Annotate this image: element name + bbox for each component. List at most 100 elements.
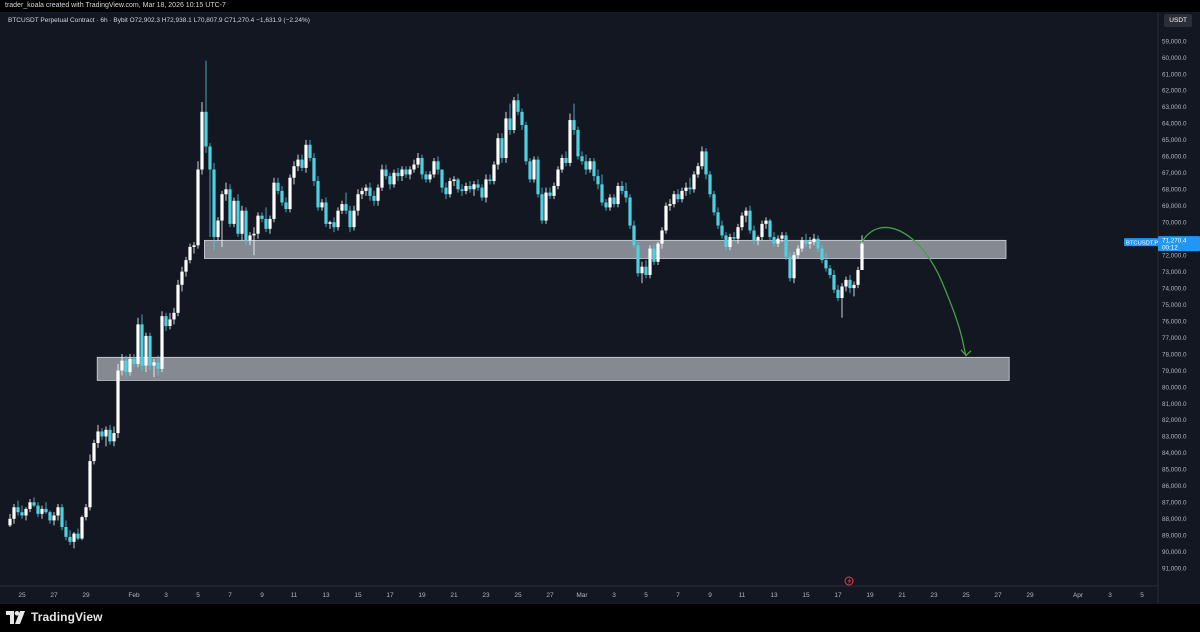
candle[interactable] bbox=[536, 156, 540, 198]
candle[interactable] bbox=[608, 194, 612, 211]
candle[interactable] bbox=[280, 185, 284, 206]
candle[interactable] bbox=[632, 220, 636, 249]
candle[interactable] bbox=[640, 261, 644, 284]
candle[interactable] bbox=[292, 161, 296, 185]
candle[interactable] bbox=[524, 121, 528, 165]
candle[interactable] bbox=[192, 241, 196, 254]
candle[interactable] bbox=[300, 154, 304, 172]
candle[interactable] bbox=[616, 182, 620, 208]
candle[interactable] bbox=[460, 184, 464, 196]
candle[interactable] bbox=[568, 113, 572, 167]
candle[interactable] bbox=[824, 253, 828, 272]
candle[interactable] bbox=[100, 428, 104, 440]
candle[interactable] bbox=[556, 166, 560, 190]
candle[interactable] bbox=[216, 217, 220, 241]
candle[interactable] bbox=[464, 182, 468, 195]
candle[interactable] bbox=[588, 157, 592, 173]
candle[interactable] bbox=[256, 212, 260, 239]
candle[interactable] bbox=[708, 171, 712, 198]
candle[interactable] bbox=[236, 194, 240, 238]
time-axis[interactable]: 25 27 29 Feb 3 5 7 9 11 13 15 17 19 21 23 25 27 Mar 3 5 7 9 11… bbox=[0, 585, 1158, 599]
candle[interactable] bbox=[20, 505, 24, 519]
candle[interactable] bbox=[544, 187, 548, 224]
candle[interactable] bbox=[384, 164, 388, 180]
candle[interactable] bbox=[836, 284, 840, 302]
candle[interactable] bbox=[284, 197, 288, 213]
candle[interactable] bbox=[88, 454, 92, 511]
candle[interactable] bbox=[520, 108, 524, 130]
candle[interactable] bbox=[248, 232, 252, 246]
candle[interactable] bbox=[44, 502, 48, 514]
candle[interactable] bbox=[168, 312, 172, 330]
candle[interactable] bbox=[848, 274, 852, 294]
price-axis[interactable]: 59,000.0 60,000.0 61,000.0 62,000.0 63,000.0… bbox=[1157, 12, 1200, 604]
candle[interactable] bbox=[56, 503, 60, 521]
support-zone[interactable] bbox=[96, 356, 1010, 381]
candle[interactable] bbox=[212, 162, 216, 251]
candle[interactable] bbox=[52, 512, 56, 526]
candle[interactable] bbox=[548, 187, 552, 200]
candle[interactable] bbox=[472, 181, 476, 196]
chart-panel[interactable]: 59,000.0 60,000.0 61,000.0 62,000.0 63,000.0… bbox=[0, 12, 1200, 604]
candle[interactable] bbox=[812, 233, 816, 246]
candle[interactable] bbox=[844, 276, 848, 292]
candle[interactable] bbox=[644, 260, 648, 279]
candle[interactable] bbox=[648, 245, 652, 279]
candle[interactable] bbox=[144, 332, 148, 373]
candle[interactable] bbox=[332, 217, 336, 233]
candle[interactable] bbox=[652, 243, 656, 266]
candle[interactable] bbox=[512, 97, 516, 134]
candle[interactable] bbox=[304, 139, 308, 173]
candle[interactable] bbox=[668, 199, 672, 211]
candle[interactable] bbox=[720, 220, 724, 239]
candle[interactable] bbox=[792, 251, 796, 284]
candle[interactable] bbox=[312, 153, 316, 186]
candle[interactable] bbox=[628, 194, 632, 229]
candle[interactable] bbox=[324, 197, 328, 228]
candle[interactable] bbox=[388, 172, 392, 190]
candle[interactable] bbox=[796, 245, 800, 259]
candle[interactable] bbox=[396, 167, 400, 182]
candle[interactable] bbox=[592, 157, 596, 182]
candle[interactable] bbox=[128, 354, 132, 376]
candle[interactable] bbox=[752, 225, 756, 244]
tradingview-brand[interactable]: TradingView bbox=[6, 610, 103, 624]
candle[interactable] bbox=[188, 243, 192, 264]
candle[interactable] bbox=[500, 133, 504, 163]
candle[interactable] bbox=[436, 156, 440, 175]
candle[interactable] bbox=[788, 251, 792, 282]
candle[interactable] bbox=[692, 171, 696, 193]
candle[interactable] bbox=[24, 507, 28, 521]
candle[interactable] bbox=[32, 497, 36, 508]
candle[interactable] bbox=[660, 227, 664, 249]
candle[interactable] bbox=[424, 171, 428, 183]
candle[interactable] bbox=[176, 279, 180, 317]
candle[interactable] bbox=[416, 153, 420, 168]
candle[interactable] bbox=[676, 189, 680, 203]
candle[interactable] bbox=[8, 513, 12, 528]
candle[interactable] bbox=[636, 241, 640, 277]
candle[interactable] bbox=[744, 207, 748, 223]
symbol-legend[interactable]: BTCUSDT Perpetual Contract · 6h · Bybit … bbox=[8, 17, 310, 24]
candle[interactable] bbox=[120, 354, 124, 376]
candle[interactable] bbox=[808, 237, 812, 249]
candle[interactable] bbox=[680, 187, 684, 203]
candle[interactable] bbox=[204, 60, 208, 154]
candle[interactable] bbox=[124, 355, 128, 378]
candle[interactable] bbox=[200, 101, 204, 175]
candle[interactable] bbox=[420, 154, 424, 180]
candle[interactable] bbox=[852, 281, 856, 297]
candle[interactable] bbox=[656, 241, 660, 266]
candle[interactable] bbox=[488, 174, 492, 185]
candle[interactable] bbox=[672, 190, 676, 208]
candle[interactable] bbox=[748, 205, 752, 234]
candle[interactable] bbox=[828, 265, 832, 279]
candle[interactable] bbox=[184, 256, 188, 277]
candle[interactable] bbox=[28, 499, 32, 513]
candle[interactable] bbox=[604, 199, 608, 211]
candle[interactable] bbox=[684, 182, 688, 196]
candle[interactable] bbox=[68, 530, 72, 546]
candle[interactable] bbox=[320, 199, 324, 211]
resistance-zone[interactable] bbox=[203, 239, 1007, 259]
candle[interactable] bbox=[360, 187, 364, 200]
